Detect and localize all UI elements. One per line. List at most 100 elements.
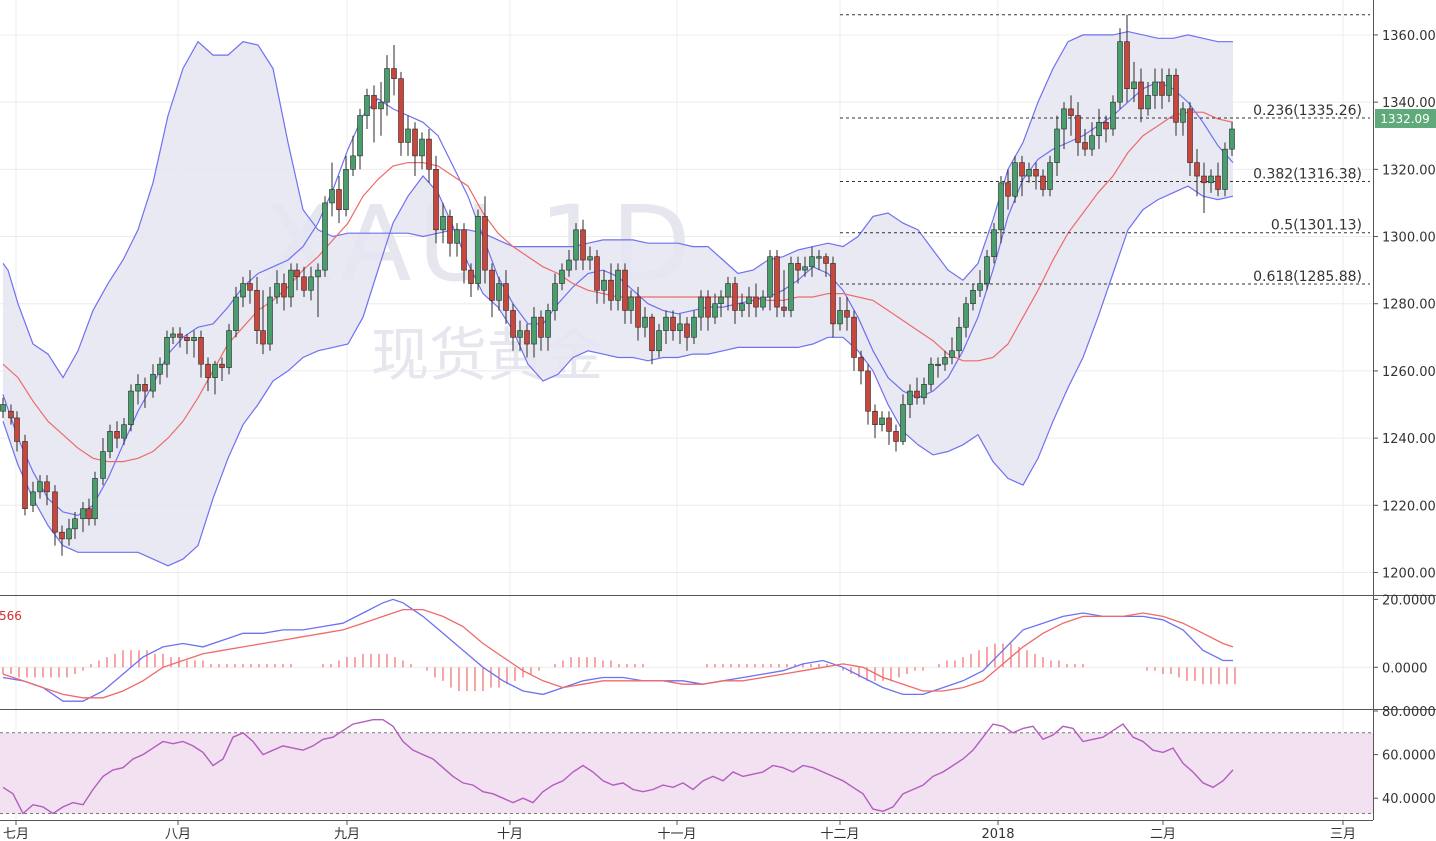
candle (274, 270, 280, 304)
candle-body (851, 316, 857, 358)
candle (991, 223, 997, 264)
candle (538, 310, 544, 351)
candle (956, 317, 962, 358)
candle-body (956, 326, 962, 352)
candle-body (1222, 148, 1228, 190)
candle-body (984, 256, 990, 284)
candle-body (22, 441, 28, 509)
candle (52, 485, 58, 546)
price-tick-label: 1320.00 (1382, 163, 1436, 178)
price-panel[interactable]: 0.236(1335.26) 0.382(1316.38) 0.5(1301.13)… (0, 14, 1371, 567)
candle (872, 404, 878, 439)
x-axis[interactable]: 七月 八月 九月 十月 十一月 十二月 2018 二月 三月 (3, 820, 1356, 841)
candle-body (1187, 108, 1193, 163)
macd-panel[interactable] (2, 598, 1236, 702)
candle (329, 162, 335, 217)
candle-body (66, 528, 72, 540)
candle-body (1012, 162, 1018, 197)
candle (254, 276, 260, 345)
candle-body (573, 229, 579, 261)
candle-body (698, 296, 704, 318)
fib-label-2: 0.5(1301.13) (1271, 218, 1362, 234)
candle (426, 129, 432, 183)
candle (157, 357, 163, 385)
candle (677, 313, 683, 345)
candle (315, 263, 321, 318)
candle (121, 417, 127, 445)
candle-body (970, 289, 976, 305)
candle-body (642, 316, 648, 328)
candle-body (615, 269, 621, 301)
candle-body (1089, 135, 1095, 150)
candle-body (886, 417, 892, 432)
candle-body (865, 370, 871, 412)
candle (970, 283, 976, 311)
candle (1103, 115, 1109, 143)
candle (226, 323, 232, 375)
candle (419, 132, 425, 170)
candle (879, 411, 885, 432)
candle (1166, 68, 1172, 103)
candle (732, 276, 738, 324)
candle-body (872, 410, 878, 425)
candle-body (315, 269, 321, 278)
candle (142, 377, 148, 408)
candle (267, 286, 273, 351)
candle (135, 374, 141, 405)
candle (559, 263, 565, 291)
candle (984, 249, 990, 291)
rsi-panel[interactable] (0, 719, 1373, 815)
candle (524, 323, 530, 358)
candle (663, 310, 669, 345)
candle (364, 88, 370, 130)
candle-body (732, 283, 738, 311)
candle (107, 424, 113, 459)
candle-body (44, 481, 50, 493)
last-price-tag-bg (1375, 109, 1436, 128)
candle-body (1201, 175, 1207, 184)
candle (712, 293, 718, 324)
candle-body (942, 357, 948, 365)
candle-body (998, 182, 1004, 231)
macd-signal-line (2, 608, 1234, 699)
candle-body (496, 283, 502, 301)
candle (746, 286, 752, 318)
rsi-tick-label: 40.0000 (1382, 792, 1436, 807)
candle (628, 290, 634, 324)
candle-body (1124, 41, 1130, 89)
y-axis[interactable]: 1360.00 1340.00 1320.00 1300.00 1280.00 1260.… (1373, 0, 1436, 820)
candle (92, 471, 98, 526)
candle (30, 481, 36, 513)
candle (447, 209, 453, 257)
candle-body (1117, 41, 1123, 103)
candle-body (329, 189, 335, 204)
candle-body (935, 363, 941, 366)
price-tick-label: 1340.00 (1382, 96, 1436, 111)
candle (80, 501, 86, 533)
candle (601, 270, 607, 304)
x-tick-label: 十一月 (657, 827, 696, 841)
candle (573, 223, 579, 271)
candle (725, 276, 731, 311)
candle (691, 310, 697, 345)
candle-body (538, 316, 544, 338)
candle-body (781, 306, 787, 311)
candle (128, 384, 134, 432)
candle (100, 438, 106, 486)
candle-body (301, 276, 307, 291)
candle-body (226, 330, 232, 368)
candle-body (753, 296, 759, 308)
candle-body (858, 357, 864, 372)
fibonacci-levels[interactable]: 0.236(1335.26) 0.382(1316.38) 0.5(1301.13)… (840, 14, 1370, 285)
candle-body (398, 78, 404, 143)
candle-body (559, 269, 565, 284)
candle (622, 263, 628, 324)
candle-body (343, 169, 349, 210)
candle (844, 297, 850, 331)
macd-left-value: 566 (0, 609, 22, 623)
candle (809, 246, 815, 277)
candle (900, 394, 906, 445)
candle (1082, 129, 1088, 156)
candle (1187, 102, 1193, 177)
